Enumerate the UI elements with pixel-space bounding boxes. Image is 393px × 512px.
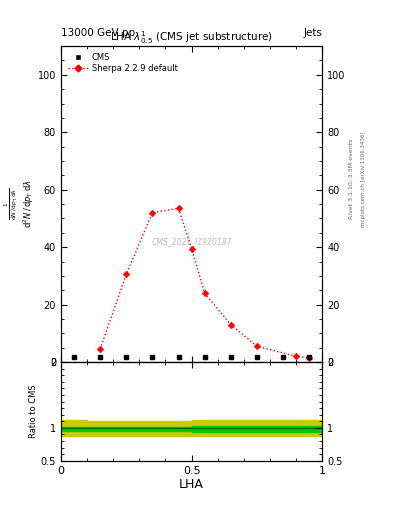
Title: LHA $\lambda^{1}_{0.5}$ (CMS jet substructure): LHA $\lambda^{1}_{0.5}$ (CMS jet substru… bbox=[110, 29, 273, 46]
Text: 13000 GeV pp: 13000 GeV pp bbox=[61, 28, 135, 38]
Text: Rivet 3.1.10, 3.3M events: Rivet 3.1.10, 3.3M events bbox=[349, 139, 354, 219]
Text: mcplots.cern.ch [arXiv:1306.3436]: mcplots.cern.ch [arXiv:1306.3436] bbox=[361, 132, 366, 227]
Y-axis label: $\frac{1}{\mathrm{d}N\,/\,\mathrm{d}p_\mathrm{T}\,\mathrm{d}\lambda}$
$\mathrm{d: $\frac{1}{\mathrm{d}N\,/\,\mathrm{d}p_\m… bbox=[3, 180, 36, 228]
Text: Jets: Jets bbox=[303, 28, 322, 38]
Y-axis label: Ratio to CMS: Ratio to CMS bbox=[29, 385, 38, 438]
X-axis label: LHA: LHA bbox=[179, 478, 204, 492]
Text: CMS_2021_I1920187: CMS_2021_I1920187 bbox=[151, 238, 232, 246]
Legend: CMS, Sherpa 2.2.9 default: CMS, Sherpa 2.2.9 default bbox=[65, 50, 180, 76]
